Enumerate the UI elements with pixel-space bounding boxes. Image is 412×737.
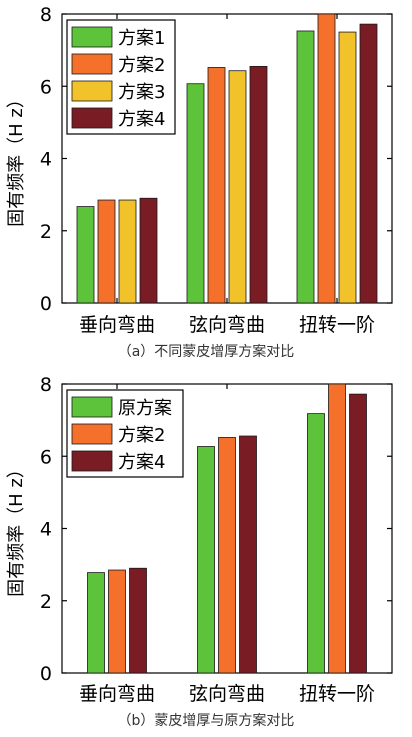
y-tick-label: 4 xyxy=(40,149,52,171)
category-label: 垂向弯曲 xyxy=(79,314,155,336)
category-label: 扭转一阶 xyxy=(299,683,375,705)
bar xyxy=(328,383,346,674)
bar xyxy=(87,572,105,674)
legend-swatch xyxy=(71,450,113,472)
legend-swatch xyxy=(71,423,113,445)
bar xyxy=(349,393,367,674)
bar xyxy=(207,67,226,304)
bar xyxy=(108,569,126,674)
chart-a: 0 2 4 6 8 固有频率（H z） 垂向弯曲 弦向弯曲 扭转一阶 方案1 方案2 方案3 方案4 （a… xyxy=(6,4,393,360)
bar xyxy=(307,413,325,674)
bar xyxy=(239,435,257,674)
bar xyxy=(76,206,95,304)
bar xyxy=(97,199,116,304)
legend-swatch xyxy=(71,396,113,418)
legend-swatch xyxy=(71,26,113,48)
legend-label: 原方案 xyxy=(118,398,172,419)
bar xyxy=(197,446,215,674)
y-tick-label: 2 xyxy=(40,591,52,613)
legend-swatch xyxy=(71,107,113,129)
bar xyxy=(118,199,137,304)
legend-label: 方案2 xyxy=(118,425,165,446)
bar xyxy=(129,567,147,674)
bar xyxy=(139,197,158,304)
category-label: 垂向弯曲 xyxy=(79,683,155,705)
y-tick-label: 8 xyxy=(40,4,52,26)
figure-caption: （a）不同蒙皮增厚方案对比 xyxy=(118,343,295,360)
y-tick-label: 6 xyxy=(40,76,52,98)
legend-label: 方案2 xyxy=(118,55,165,76)
legend-label: 方案4 xyxy=(118,452,165,473)
bar xyxy=(186,83,205,304)
legend-label: 方案4 xyxy=(118,109,165,130)
legend-label: 方案3 xyxy=(118,82,165,103)
legend-swatch xyxy=(71,53,113,75)
bar xyxy=(228,70,247,304)
y-tick-label: 6 xyxy=(40,446,52,468)
bar xyxy=(359,23,378,304)
bar xyxy=(317,13,336,304)
bar xyxy=(338,31,357,304)
legend-swatch xyxy=(71,80,113,102)
y-tick-label: 0 xyxy=(40,293,52,315)
y-tick-label: 2 xyxy=(40,221,52,243)
bar xyxy=(249,65,268,304)
bar xyxy=(218,437,236,674)
category-label: 弦向弯曲 xyxy=(189,683,265,705)
y-axis-label: 固有频率（H z） xyxy=(6,460,27,597)
y-axis-label: 固有频率（H z） xyxy=(6,90,27,227)
y-tick-label: 0 xyxy=(40,663,52,685)
legend-label: 方案1 xyxy=(118,28,165,49)
figure-caption: （b）蒙皮增厚与原方案对比 xyxy=(118,712,295,729)
y-tick-label: 4 xyxy=(40,519,52,541)
y-tick-label: 8 xyxy=(40,374,52,396)
category-label: 弦向弯曲 xyxy=(189,314,265,336)
bar xyxy=(296,30,315,304)
category-label: 扭转一阶 xyxy=(299,314,375,336)
